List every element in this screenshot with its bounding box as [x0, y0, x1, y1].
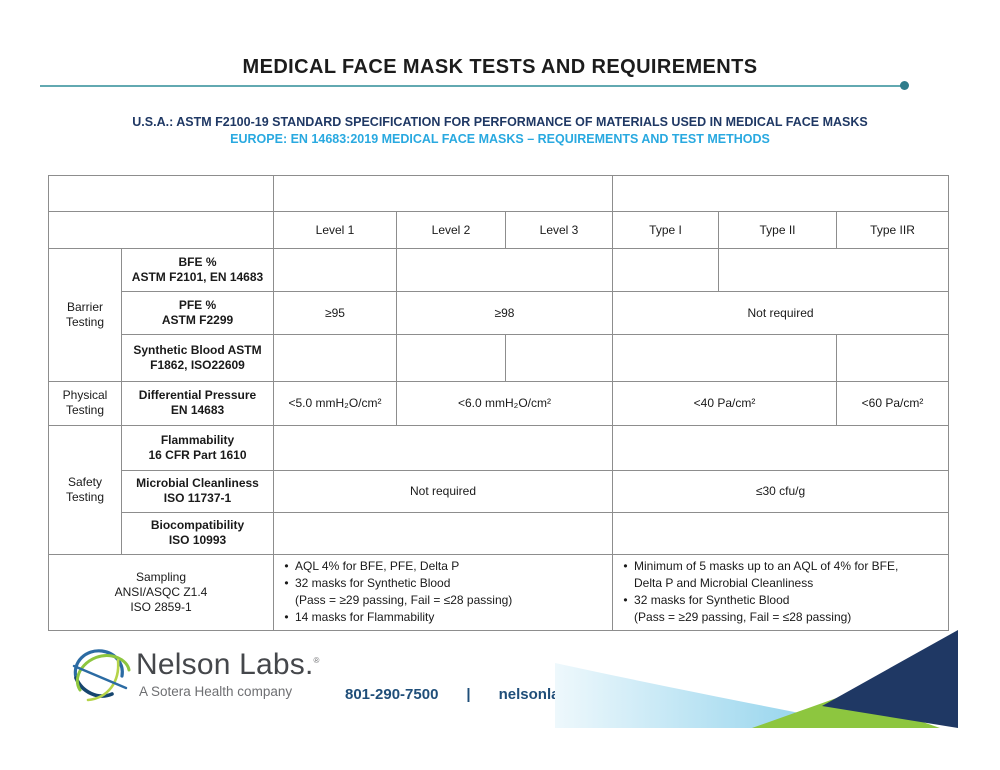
corner-spacer-2 [48, 211, 274, 249]
corner-spacer [48, 175, 274, 212]
header-astm: ASTM F2100-19 [272, 175, 614, 212]
subtitle-europe: EUROPE: EN 14683:2019 MEDICAL FACE MASKS… [230, 132, 770, 146]
col-level-1: Level 1 [273, 211, 397, 249]
sampling-label: Sampling ANSI/ASQC Z1.4 ISO 2859-1 [48, 553, 274, 631]
test-flammability: Flammability 16 CFR Part 1610 [121, 424, 274, 471]
col-level-3: Level 3 [504, 211, 614, 249]
phone-number: 801-290-7500 [345, 686, 439, 703]
contact-separator: | [466, 686, 471, 703]
subtitle-block: U.S.A.: ASTM F2100-19 STANDARD SPECIFICA… [0, 114, 1000, 148]
cell-pfe-level1: ≥95 [273, 291, 397, 335]
sampling-eu: • Minimum of 5 masks up to an AQL of 4% f… [612, 553, 950, 631]
cell-bio-types: Complete an evaluation according to ISO … [612, 511, 950, 555]
cell-bfe-level1: ≥95 [273, 248, 397, 292]
requirements-table-container: ASTM F2100-19 EN 14683:2019 Barrier Leve… [48, 175, 950, 631]
group-safety-testing: Safety Testing [48, 424, 122, 555]
cell-bfe-type2-2r: ≥98 [718, 248, 950, 292]
cell-micro-types: ≤30 cfu/g [612, 469, 950, 513]
test-differential-pressure: Differential Pressure EN 14683 [121, 380, 274, 426]
col-type-ii: Type II [718, 211, 838, 249]
cell-micro-levels: Not required [272, 469, 614, 513]
bullet-icon: • [284, 559, 289, 574]
page-title: MEDICAL FACE MASK TESTS AND REQUIREMENTS [242, 56, 758, 78]
nelson-labs-logo-icon [72, 649, 131, 702]
test-biocompatibility: Biocompatibility ISO 10993 [121, 511, 274, 555]
cell-synblood-level2: Pass at 120 mmHg [396, 334, 506, 382]
cell-bfe-type1: ≥95 [612, 248, 720, 292]
cell-flamm-levels: Class 1 (≥ 3.5 seconds) [272, 424, 614, 471]
cell-diff-level1: <5.0 mmH₂O/cm² [273, 380, 397, 426]
subtitle-usa: U.S.A.: ASTM F2100-19 STANDARD SPECIFICA… [132, 115, 868, 129]
cell-flamm-types: See European Medical Directive (2007/47/… [612, 424, 950, 471]
sampling-us: • AQL 4% for BFE, PFE, Delta P • 32 masks … [272, 553, 614, 631]
divider-end-dot-icon [900, 81, 909, 90]
header-en: EN 14683:2019 Barrier Levels [612, 175, 950, 212]
col-level-2: Level 2 [396, 211, 506, 249]
cell-diff-type2r: <60 Pa/cm² [836, 380, 950, 426]
title-divider [40, 85, 904, 87]
cell-synblood-level3: Pass at 160 mmHg [504, 334, 614, 382]
bullet-icon: • [623, 593, 628, 608]
test-microbial-cleanliness: Microbial Cleanliness ISO 11737-1 [121, 469, 274, 513]
brand-name: Nelson Labs.® [136, 648, 320, 681]
brand-tagline: A Sotera Health company [139, 684, 293, 699]
cell-pfe-types: Not required [612, 291, 950, 335]
cell-bfe-level2-3: ≥98 [395, 248, 614, 292]
cell-synblood-type2r: Pass at ≥ 16.0 kPa (>120 mmHg) [836, 334, 950, 382]
bullet-icon: • [284, 576, 289, 591]
requirements-table: ASTM F2100-19 EN 14683:2019 Barrier Leve… [48, 175, 950, 631]
cell-synblood-type1-2: Not required [612, 334, 838, 382]
cell-pfe-level2-3: ≥98 [395, 291, 614, 335]
cell-diff-level2-3: <6.0 mmH₂O/cm² [395, 380, 614, 426]
cell-bio-levels: 510 K Guidance recommends testing to ISO… [272, 511, 614, 555]
cell-synblood-level1: Pass at 80 mmHg [273, 334, 397, 382]
registered-mark: ® [313, 656, 320, 665]
test-synthetic-blood: Synthetic Blood ASTM F1862, ISO22609 [121, 334, 274, 382]
bullet-icon: • [623, 559, 628, 574]
cell-diff-type1-2: <40 Pa/cm² [612, 380, 838, 426]
col-type-i: Type I [612, 211, 720, 249]
test-bfe: BFE % ASTM F2101, EN 14683 [121, 248, 274, 292]
test-pfe: PFE % ASTM F2299 [121, 291, 274, 335]
bullet-icon: • [284, 610, 289, 625]
group-physical-testing: Physical Testing [48, 380, 122, 426]
col-type-iir: Type IIR [836, 211, 950, 249]
group-barrier-testing: Barrier Testing [48, 248, 122, 382]
swoosh-graphic [555, 630, 958, 728]
